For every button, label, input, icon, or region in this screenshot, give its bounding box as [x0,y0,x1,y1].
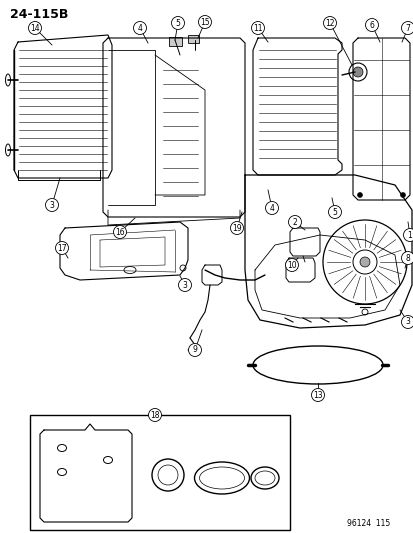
Text: 4: 4 [269,204,274,213]
Text: 4: 4 [137,23,142,33]
Circle shape [401,316,413,328]
Circle shape [230,222,243,235]
Text: 7: 7 [405,23,409,33]
Circle shape [28,21,41,35]
Text: 9: 9 [192,345,197,354]
Text: 24-115B: 24-115B [10,8,68,21]
Circle shape [55,241,68,254]
Circle shape [251,21,264,35]
Circle shape [188,343,201,357]
Text: 16: 16 [115,228,124,237]
Text: 5: 5 [175,19,180,28]
Text: 2: 2 [292,217,297,227]
Text: 14: 14 [30,23,40,33]
Text: 15: 15 [200,18,209,27]
FancyBboxPatch shape [169,36,182,45]
Circle shape [401,21,413,35]
Circle shape [198,15,211,28]
Circle shape [148,408,161,422]
Text: 3: 3 [405,318,409,327]
Text: 18: 18 [150,410,159,419]
Circle shape [285,259,298,271]
Circle shape [365,19,377,31]
Circle shape [311,389,324,401]
Circle shape [323,17,336,29]
Text: 11: 11 [253,23,262,33]
Circle shape [359,257,369,267]
Text: 1: 1 [407,230,411,239]
Text: 3: 3 [50,200,54,209]
Circle shape [288,215,301,229]
Circle shape [399,192,404,198]
Circle shape [133,21,146,35]
Circle shape [265,201,278,214]
Circle shape [401,252,413,264]
Text: 5: 5 [332,207,337,216]
Circle shape [178,279,191,292]
FancyBboxPatch shape [188,35,199,43]
Text: 13: 13 [312,391,322,400]
Circle shape [352,67,362,77]
Bar [30,415,289,530]
Text: 8: 8 [405,254,409,262]
Text: 17: 17 [57,244,66,253]
Text: 19: 19 [232,223,241,232]
Text: 12: 12 [325,19,334,28]
Text: 3: 3 [182,280,187,289]
Text: 96124  115: 96124 115 [346,519,389,528]
Circle shape [113,225,126,238]
Circle shape [45,198,58,212]
Text: 10: 10 [287,261,296,270]
Circle shape [328,206,341,219]
Circle shape [171,17,184,29]
Circle shape [357,192,362,198]
Text: 6: 6 [369,20,373,29]
Circle shape [403,229,413,241]
